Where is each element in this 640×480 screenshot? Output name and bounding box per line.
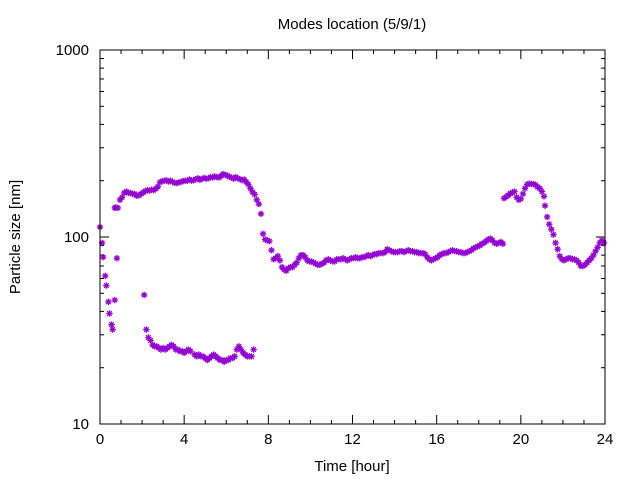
data-point bbox=[511, 188, 518, 195]
y-axis-label: Particle size [nm] bbox=[7, 180, 24, 294]
data-point bbox=[257, 210, 265, 218]
data-point bbox=[103, 282, 110, 289]
y-tick-label: 1000 bbox=[56, 42, 89, 59]
x-tick-label: 24 bbox=[597, 431, 614, 448]
x-axis-label: Time [hour] bbox=[314, 458, 389, 475]
axis-ticks: 0 4 8 12 16 20 24 10 100 1000 bbox=[56, 42, 614, 448]
data-point bbox=[114, 204, 122, 212]
data-point bbox=[548, 226, 555, 233]
data-point bbox=[187, 348, 194, 355]
data-point bbox=[259, 230, 267, 238]
data-point bbox=[113, 255, 121, 262]
x-tick-label: 20 bbox=[512, 431, 529, 448]
data-point bbox=[519, 190, 527, 198]
data-point bbox=[140, 291, 148, 299]
chart-title: Modes location (5/9/1) bbox=[278, 16, 426, 33]
data-point bbox=[517, 195, 525, 203]
data-point bbox=[251, 191, 258, 198]
data-point bbox=[270, 256, 277, 263]
data-point bbox=[540, 193, 548, 200]
x-tick-label: 12 bbox=[344, 431, 361, 448]
x-tick-label: 16 bbox=[428, 431, 445, 448]
data-point bbox=[266, 237, 273, 245]
y-tick-label: 10 bbox=[72, 416, 89, 433]
data-point bbox=[106, 310, 113, 317]
data-point bbox=[268, 246, 275, 254]
x-tick-label: 4 bbox=[180, 431, 188, 448]
x-tick-label: 8 bbox=[264, 431, 272, 448]
data-point bbox=[541, 202, 549, 209]
data-point bbox=[248, 353, 255, 360]
data-point bbox=[99, 253, 107, 261]
data-point bbox=[231, 353, 238, 360]
data-point bbox=[143, 326, 150, 333]
data-point bbox=[276, 257, 284, 264]
data-point bbox=[543, 213, 551, 221]
data-point bbox=[250, 346, 257, 353]
data-point bbox=[552, 239, 559, 247]
data-point bbox=[588, 255, 595, 262]
data-point bbox=[255, 200, 263, 208]
data-point bbox=[550, 231, 557, 238]
data-points bbox=[96, 170, 608, 366]
data-point bbox=[538, 188, 546, 195]
data-point bbox=[105, 298, 112, 306]
data-point bbox=[111, 296, 118, 304]
data-point bbox=[499, 240, 507, 247]
data-point bbox=[102, 272, 109, 280]
y-tick-label: 100 bbox=[64, 229, 89, 246]
data-point bbox=[600, 239, 608, 247]
data-point bbox=[108, 321, 115, 328]
data-point bbox=[546, 221, 553, 228]
data-point bbox=[109, 326, 116, 333]
plot-frame bbox=[99, 49, 606, 425]
data-point bbox=[554, 246, 561, 253]
x-tick-label: 0 bbox=[96, 431, 104, 448]
